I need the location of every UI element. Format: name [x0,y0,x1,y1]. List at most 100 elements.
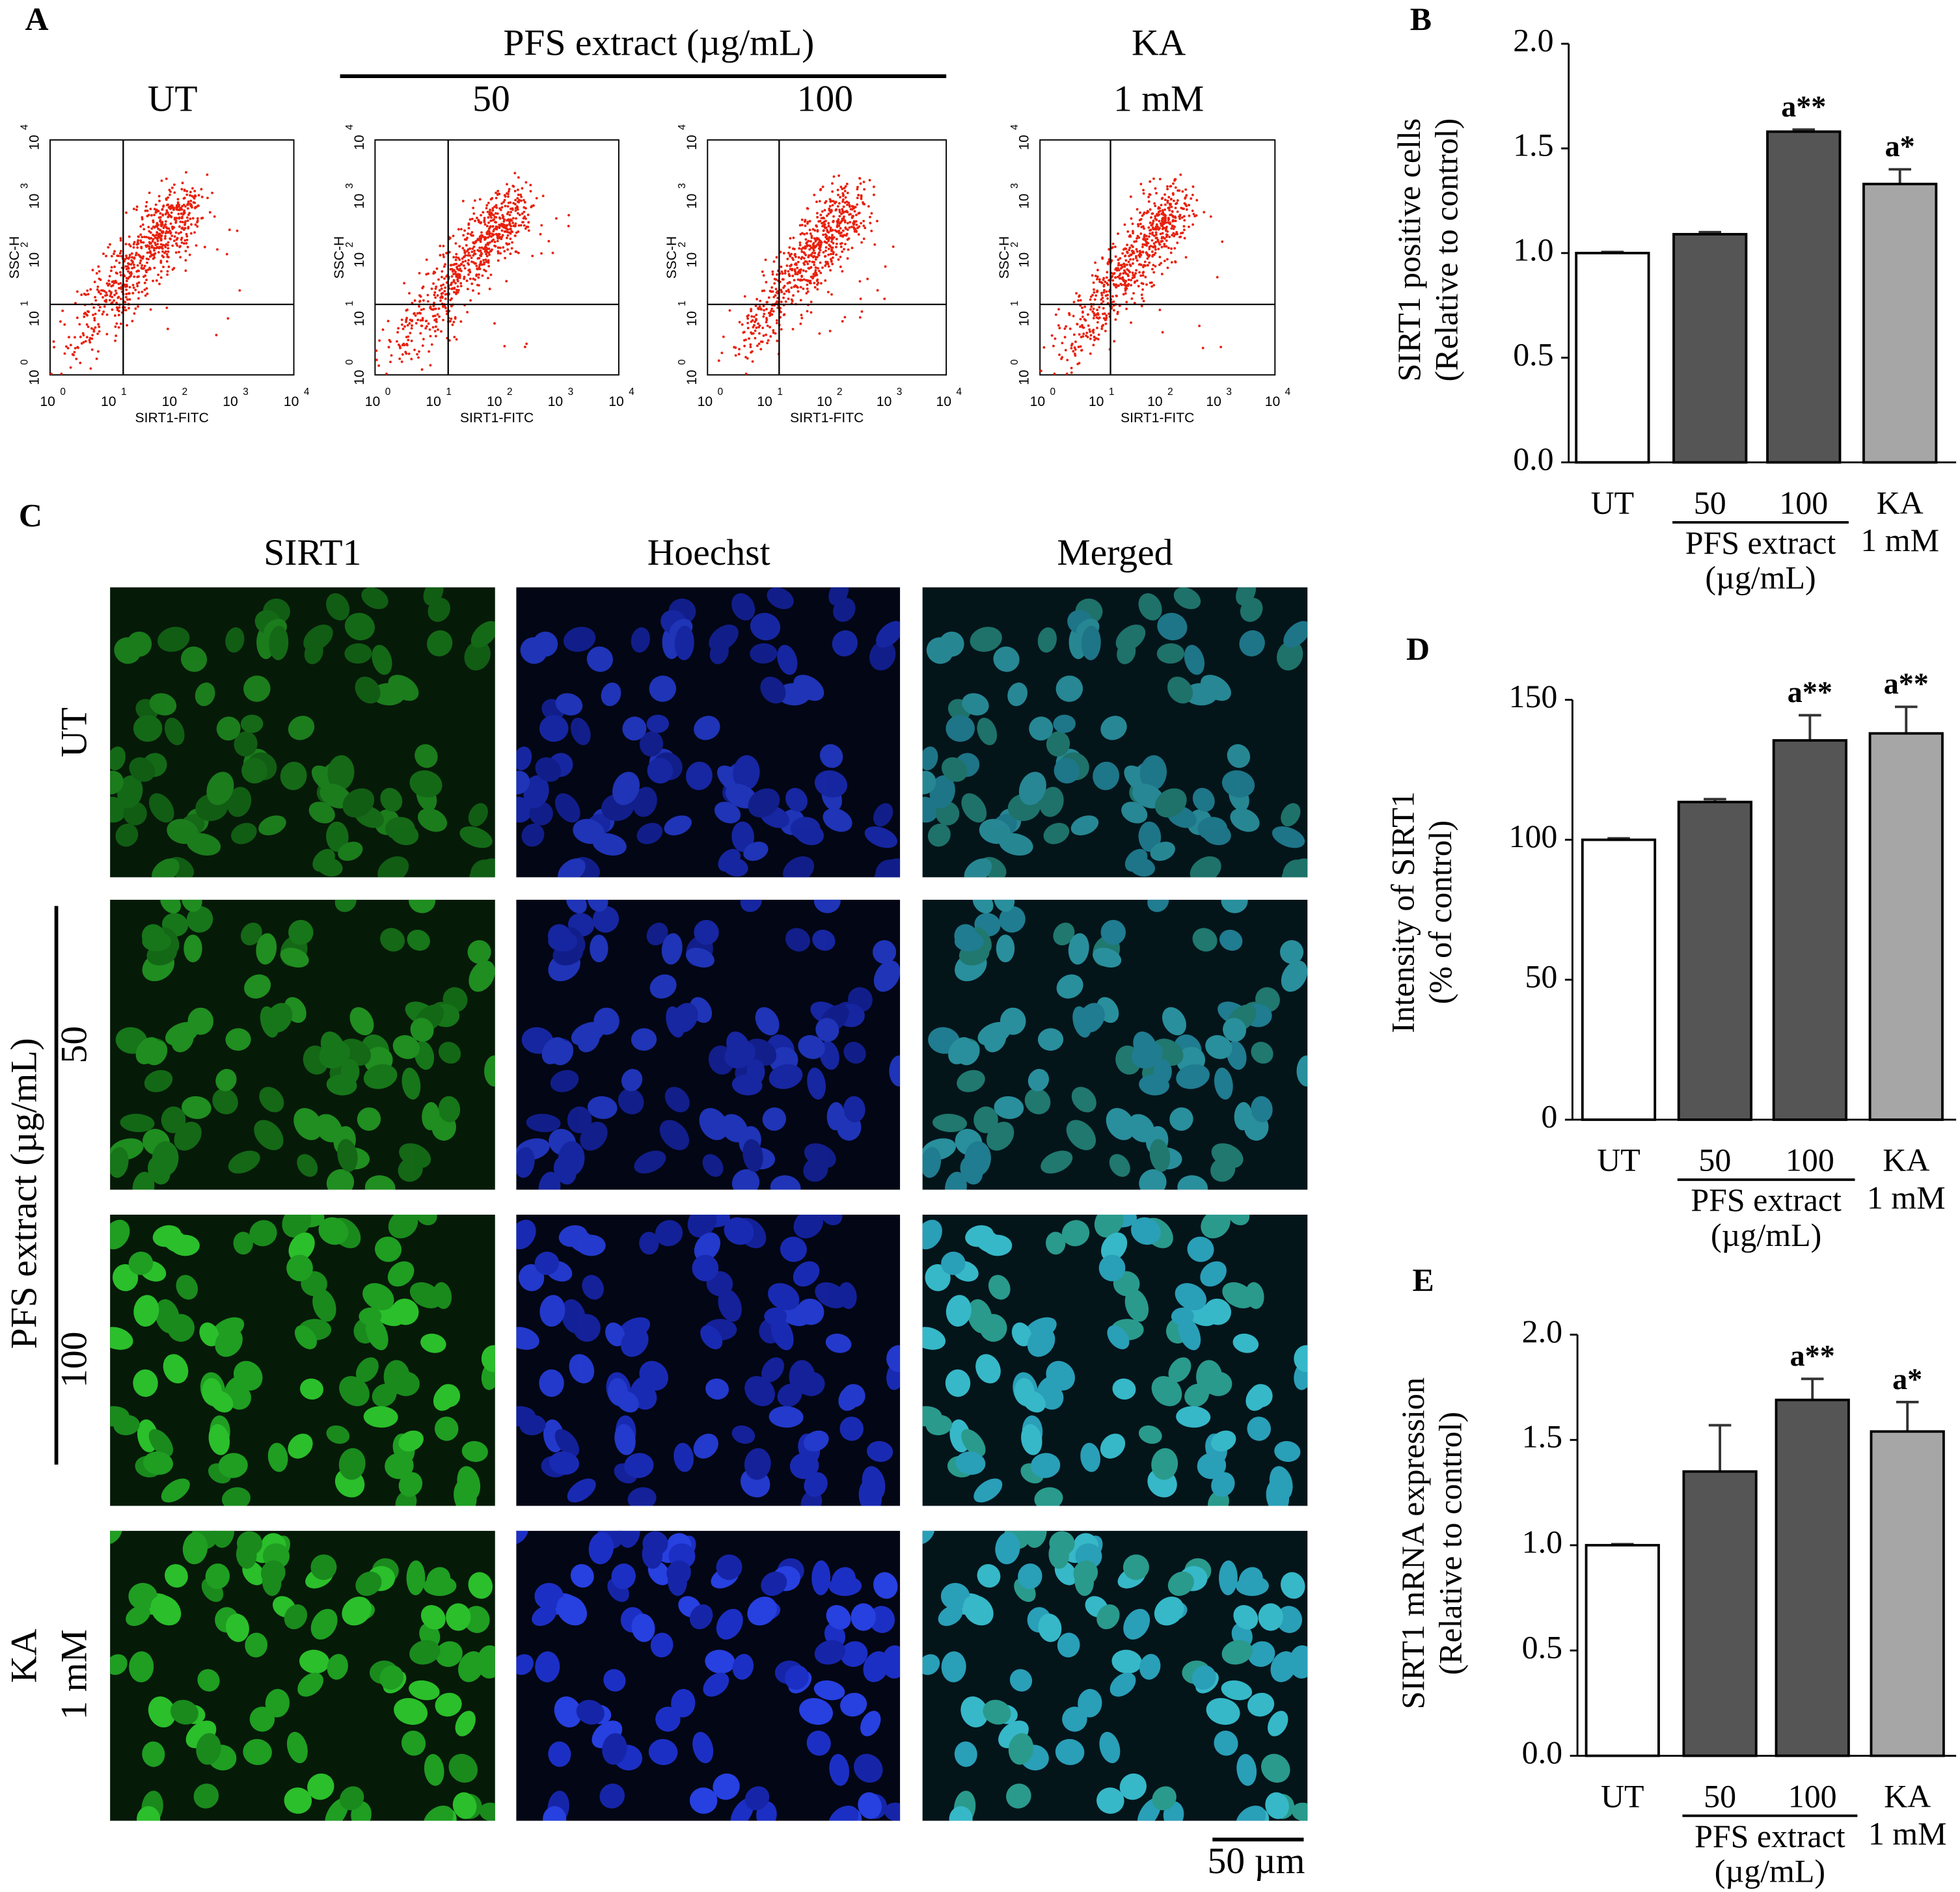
event-dot [1174,216,1177,219]
nucleus [338,841,363,861]
event-dot [497,259,500,262]
y-axis-label: SIRT1 positive cells [1391,118,1427,382]
event-dot [129,271,133,274]
event-dot [514,198,517,202]
nucleus [829,1753,850,1786]
event-dot [509,232,512,235]
nucleus [828,1576,862,1596]
event-dot [408,291,411,295]
event-dot [92,314,94,316]
event-dot [114,325,117,329]
event-dot [1105,314,1108,317]
event-dot [1165,225,1168,228]
event-dot [131,291,135,295]
event-dot [458,245,461,248]
nucleus [1276,640,1303,671]
nucleus [339,1786,364,1811]
nucleus [433,1385,456,1411]
nucleus [687,1214,717,1238]
event-dot [435,318,438,321]
event-dot [193,231,196,234]
event-dot [500,237,503,241]
nucleus [1168,1357,1191,1383]
bar [1672,233,1748,464]
event-dot [174,251,178,254]
event-dot [236,229,239,232]
event-dot [743,339,746,342]
event-dot [496,239,499,243]
nucleus [1214,1067,1233,1100]
nucleus [349,1007,374,1036]
event-dot [823,217,826,220]
nucleus [570,1564,594,1588]
event-dot [1141,288,1145,291]
significance-label: a** [1781,90,1826,123]
event-dot [1075,291,1078,295]
event-dot [119,297,122,301]
nucleus [862,1466,886,1501]
event-dot [1093,298,1096,301]
event-dot [815,211,819,215]
micrograph [516,899,901,1190]
event-dot [1121,265,1124,269]
event-dot [470,256,473,260]
event-dot [757,308,760,310]
nucleus [148,1696,176,1728]
event-dot [478,237,482,240]
event-dot [883,297,886,301]
nucleus [481,1345,495,1372]
nucleus [873,939,897,964]
event-dot [107,279,111,282]
event-dot [1124,281,1126,284]
event-dot [1068,313,1071,316]
event-dot [516,208,519,211]
event-dot [1161,232,1164,235]
event-dot [465,279,469,282]
event-dot [396,340,398,343]
event-dot [827,231,830,234]
nucleus [420,1333,446,1353]
event-dot [500,202,504,205]
event-dot [506,183,508,186]
event-dot [69,366,72,369]
event-dot [515,217,517,220]
event-dot [1089,334,1093,337]
y-tick-base: 10 [685,252,700,267]
event-dot [137,291,141,294]
y-tick-base: 10 [685,311,700,326]
nucleus [838,1385,862,1411]
nucleus [1219,930,1243,951]
event-dot [1171,210,1174,213]
nucleus [979,818,1011,845]
nucleus [854,1753,883,1783]
event-dot [181,182,184,185]
event-dot [119,249,122,252]
event-dot [421,317,424,319]
nucleus [768,1283,800,1310]
event-dot [1160,245,1164,249]
event-dot [435,285,438,288]
event-dot [141,264,144,267]
nucleus [767,587,794,610]
event-dot [844,185,847,188]
nucleus [762,1107,787,1131]
event-dot [817,220,821,223]
nucleus [548,1741,571,1767]
nucleus [1037,1028,1064,1051]
event-dot [750,331,753,334]
event-dot [793,253,796,256]
event-dot [167,247,170,250]
event-dot [480,213,482,217]
event-dot [450,318,453,320]
event-dot [140,266,143,269]
nucleus [603,1669,626,1692]
nucleus [1055,675,1083,702]
event-dot [495,204,498,207]
nucleus [804,1430,829,1452]
nucleus [793,1261,820,1287]
event-dot [1152,177,1155,180]
x-tick-label: KA [1884,1778,1931,1814]
event-dot [1120,264,1123,267]
event-dot [375,349,378,352]
event-dot [119,239,122,242]
